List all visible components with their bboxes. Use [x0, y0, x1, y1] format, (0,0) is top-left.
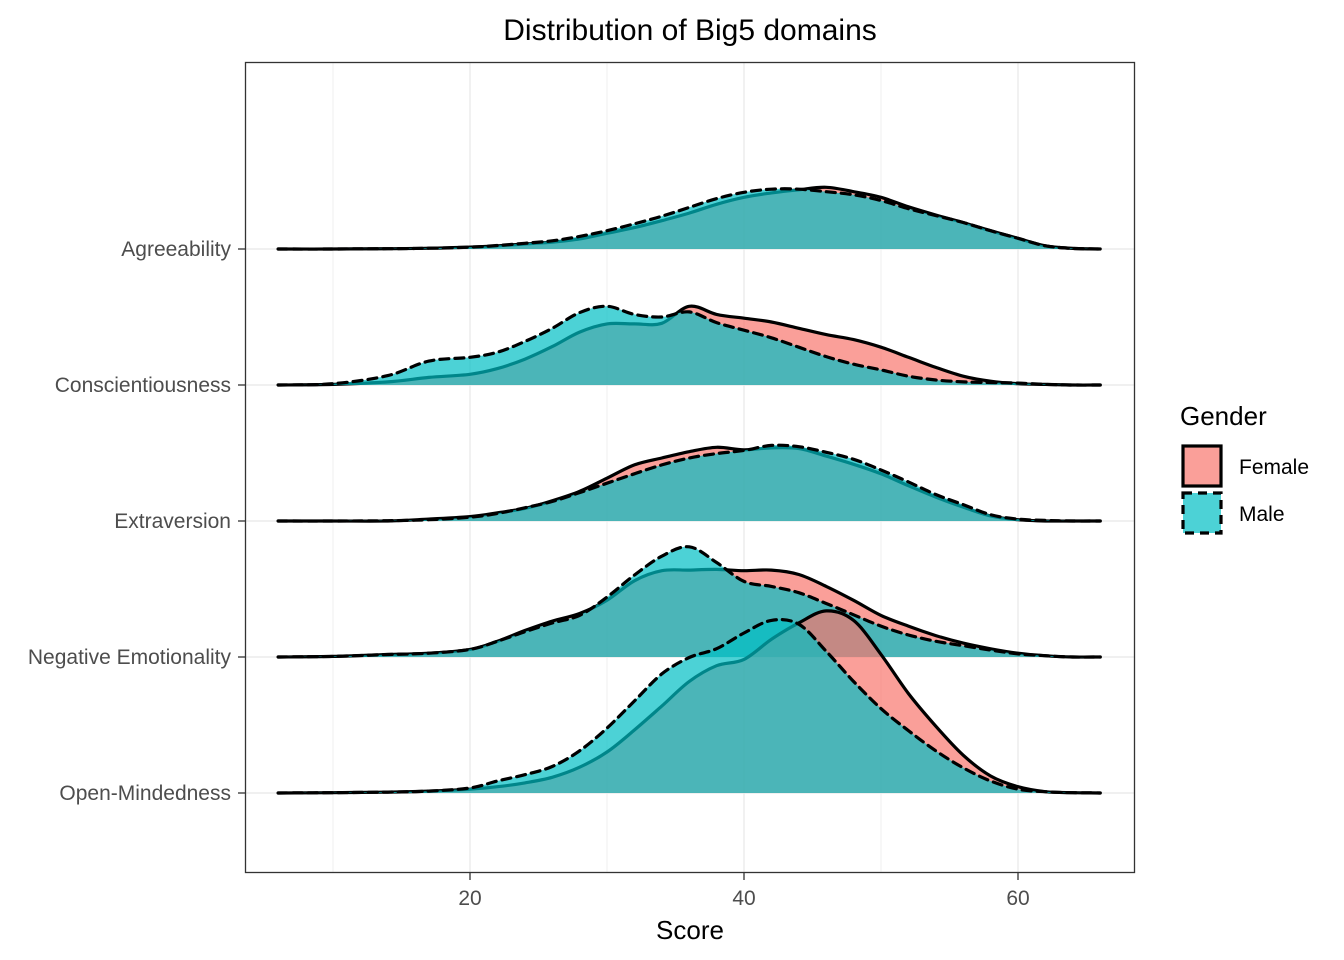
y-axis: Agreeability Conscientiousness Extraversio… — [28, 238, 245, 805]
ridge-agreeability — [276, 185, 1102, 251]
legend-key-female — [1181, 444, 1223, 488]
legend-key-male — [1181, 491, 1223, 535]
density-line-agreeability-male — [276, 187, 1102, 251]
ridge-conscientiousness — [276, 304, 1102, 387]
panel-border — [244, 61, 1136, 874]
x-tick-label-20: 20 — [458, 887, 481, 910]
density-ridges — [276, 185, 1102, 795]
density-line-conscientiousness-male — [276, 304, 1102, 387]
ridge-negative-emotionality — [276, 545, 1102, 659]
y-tick-label-conscientiousness: Conscientiousness — [55, 374, 231, 397]
density-area-extraversion-male — [278, 445, 1101, 522]
x-axis-title: Score — [656, 915, 724, 945]
x-tick-label-40: 40 — [732, 887, 755, 910]
density-area-agreeability-male — [278, 188, 1101, 250]
x-tick-label-60: 60 — [1006, 887, 1029, 910]
legend-label-female: Female — [1239, 456, 1309, 479]
density-line-extraversion-male — [276, 443, 1102, 523]
density-line-open-mindedness-male — [276, 617, 1102, 795]
ridge-extraversion — [276, 443, 1102, 523]
ridge-open-mindedness — [276, 609, 1102, 795]
y-tick-label-extraversion: Extraversion — [114, 510, 231, 533]
density-area-negative-emotionality-male — [278, 546, 1101, 658]
y-tick-label-agreeability: Agreeability — [121, 238, 231, 261]
chart-title: Distribution of Big5 domains — [503, 14, 877, 47]
legend-title: Gender — [1180, 401, 1267, 431]
y-tick-label-open-mindedness: Open-Mindedness — [59, 782, 231, 805]
x-axis: 20 40 60 — [458, 873, 1030, 910]
density-area-conscientiousness-male — [278, 306, 1101, 386]
legend-label-male: Male — [1239, 503, 1285, 526]
legend: Gender Female Male — [1180, 401, 1309, 535]
density-area-open-mindedness-male — [278, 619, 1101, 793]
y-tick-label-negative-emotionality: Negative Emotionality — [28, 646, 232, 669]
density-line-negative-emotionality-male — [276, 545, 1102, 659]
